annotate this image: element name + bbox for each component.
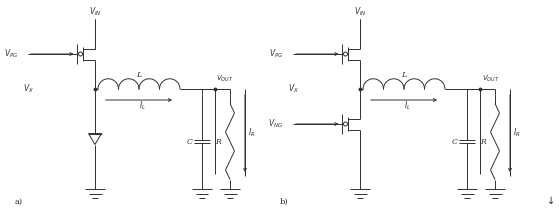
Text: $V_{IN}$: $V_{IN}$ [354, 5, 366, 18]
Text: $I_L$: $I_L$ [139, 100, 145, 112]
Text: $V_{PG}$: $V_{PG}$ [4, 48, 18, 60]
Text: R: R [480, 138, 486, 145]
Text: $I_R$: $I_R$ [248, 126, 255, 139]
Text: $I_R$: $I_R$ [513, 126, 520, 139]
Text: L: L [401, 71, 407, 79]
Text: C: C [187, 138, 193, 145]
Text: C: C [452, 138, 458, 145]
Text: $V_{PG}$: $V_{PG}$ [269, 48, 283, 60]
Text: ↓: ↓ [547, 196, 555, 206]
Text: $V_X$: $V_X$ [23, 83, 34, 95]
Text: $V_{OUT}$: $V_{OUT}$ [481, 74, 499, 84]
Text: $I_L$: $I_L$ [404, 100, 410, 112]
Text: $V_X$: $V_X$ [288, 83, 299, 95]
Text: $V_{IN}$: $V_{IN}$ [89, 5, 101, 18]
Text: $V_{OUT}$: $V_{OUT}$ [216, 74, 234, 84]
Text: $V_{NG}$: $V_{NG}$ [268, 118, 283, 130]
Text: R: R [215, 138, 221, 145]
Text: a): a) [15, 198, 23, 206]
Text: b): b) [280, 198, 288, 206]
Text: L: L [136, 71, 142, 79]
